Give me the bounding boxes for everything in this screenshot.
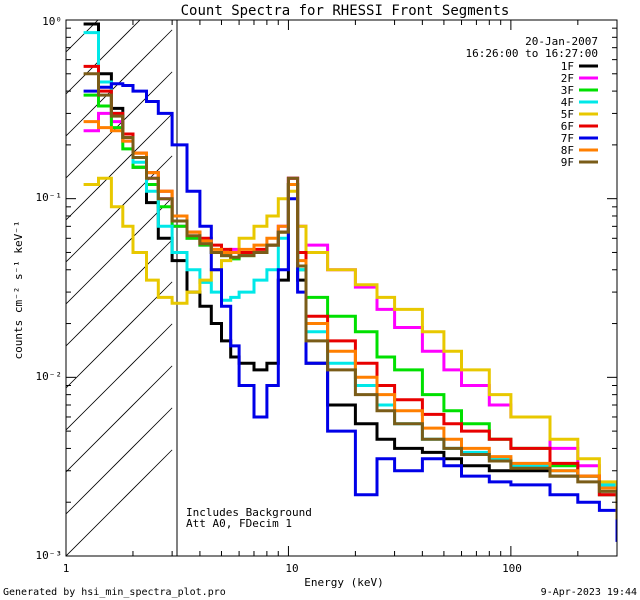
- axis-ticks: [65, 19, 618, 557]
- hatch-line: [66, 323, 173, 431]
- series-line-5F: [83, 176, 617, 503]
- time-range-label: 16:26:00 to 16:27:00: [466, 47, 598, 60]
- y-tick-label-1e0: 10⁰: [42, 15, 62, 28]
- hatch-line: [66, 197, 173, 305]
- date-label: 20-Jan-2007: [525, 35, 598, 48]
- plot-frame: [65, 19, 618, 557]
- series-line-3F: [83, 93, 617, 525]
- series-line-8F: [83, 120, 617, 515]
- y-tick-label-1e-2: 10⁻²: [36, 370, 63, 383]
- x-tick-label-10: 10: [285, 562, 298, 575]
- hatch-line: [66, 0, 172, 10]
- hatch-line: [66, 20, 141, 95]
- chart-title: Count Spectra for RHESSI Front Segments: [181, 3, 510, 19]
- x-tick-label-100: 100: [502, 562, 522, 575]
- y-tick-label-1e-1: 10⁻¹: [36, 191, 63, 204]
- background-hatch-region: [66, 0, 173, 556]
- hatch-line: [66, 449, 173, 556]
- legend-label-6F: 6F: [561, 120, 574, 133]
- hatch-line: [66, 281, 173, 389]
- annotation-background: Includes Background: [186, 506, 312, 519]
- legend-label-3F: 3F: [561, 84, 574, 97]
- hatch-line: [66, 407, 173, 515]
- series-line-9F: [83, 72, 617, 520]
- hatch-line: [66, 239, 173, 347]
- y-axis-label: counts cm⁻² s⁻¹ keV⁻¹: [12, 220, 25, 359]
- x-axis-label: Energy (keV): [304, 576, 383, 589]
- legend-label-5F: 5F: [561, 108, 574, 121]
- series-line-4F: [83, 31, 617, 525]
- hatch-line: [66, 71, 173, 179]
- series-line-7F: [83, 82, 617, 542]
- legend-label-7F: 7F: [561, 132, 574, 145]
- x-tick-label-1: 1: [63, 562, 70, 575]
- legend-label-9F: 9F: [561, 156, 574, 169]
- series-line-6F: [83, 64, 617, 525]
- hatch-line: [66, 113, 173, 221]
- footer-timestamp: 9-Apr-2023 19:44: [541, 587, 637, 598]
- y-tick-label-1e-3: 10⁻³: [36, 549, 63, 562]
- series-group: [83, 22, 617, 542]
- hatch-line: [66, 365, 173, 473]
- legend-label-2F: 2F: [561, 72, 574, 85]
- legend-label-4F: 4F: [561, 96, 574, 109]
- hatch-line: [66, 20, 99, 53]
- annotation-attenuator: Att A0, FDecim 1: [186, 517, 292, 530]
- legend-label-1F: 1F: [561, 60, 574, 73]
- footer-generated-by: Generated by hsi_min_spectra_plot.pro: [3, 587, 226, 598]
- legend-label-8F: 8F: [561, 144, 574, 157]
